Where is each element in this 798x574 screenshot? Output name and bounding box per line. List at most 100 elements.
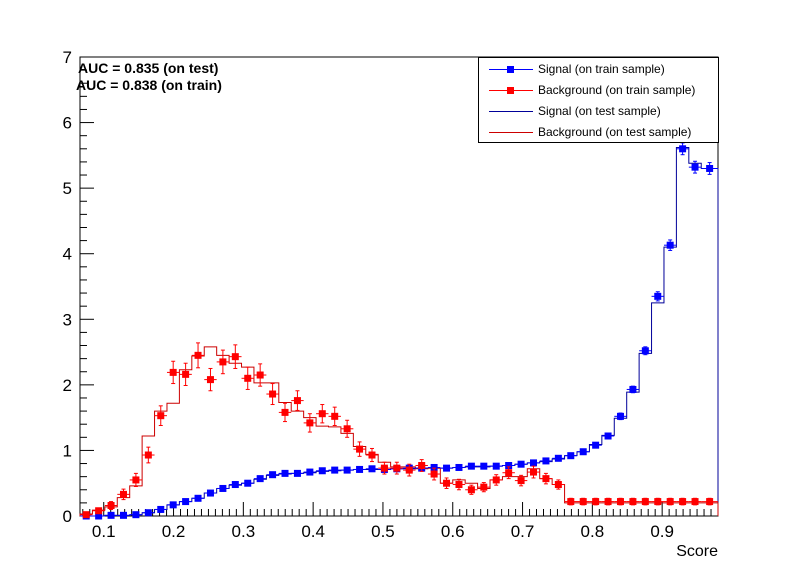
signal-train-point [492,462,500,470]
background-train-point [293,397,301,405]
signal-train-point [505,462,513,470]
background-train-point [231,353,239,361]
background-train-point [492,476,500,484]
y-tick-label: 6 [63,114,72,133]
y-tick-label: 7 [63,48,72,67]
background-train-point [679,498,687,506]
background-train-point [95,507,103,515]
legend-symbol-background-train [489,87,533,94]
background-train-point [691,498,699,506]
background-train-point [194,351,202,359]
x-tick-label: 0.8 [581,522,605,541]
background-train-point [554,481,562,489]
signal-train-point [554,454,562,462]
background-train-point [530,468,538,476]
signal-train-point [244,479,252,487]
legend-entry-background-train: Background (on train sample) [479,80,718,101]
x-axis-title: Score [676,543,718,560]
background-train-point [356,445,364,453]
background-train-point [430,470,438,478]
signal-train-point [641,347,649,355]
background-train-point [244,374,252,382]
y-tick-label: 1 [63,441,72,460]
legend-label-background-train: Background (on train sample) [538,83,696,97]
signal-train-point [281,469,289,477]
signal-train-point [169,501,177,509]
background-train-point [169,368,177,376]
x-tick-label: 0.9 [650,522,674,541]
x-tick-label: 0.7 [511,522,535,541]
signal-train-point [629,385,637,393]
background-train-point [306,419,314,427]
background-train-point [132,476,140,484]
x-tick-label: 0.5 [371,522,395,541]
signal-train-point [231,481,239,489]
signal-train-point [343,466,351,474]
signal-train-point [119,511,127,519]
signal-train-point [592,441,600,449]
y-tick-label: 2 [63,376,72,395]
background-train-point [641,498,649,506]
signal-train-point [219,484,227,492]
signal-train-point [579,448,587,456]
signal-train-point [157,505,165,513]
tick-labels: 0 1 2 3 4 5 6 7 0.1 0.2 0.3 0.4 0.5 0.6 0.7 0.8 0.9 [63,48,674,541]
signal-train-point [480,462,488,470]
background-train-point [567,498,575,506]
y-tick-label: 5 [63,179,72,198]
signal-train-point [144,509,152,517]
background-train-point [579,498,587,506]
background-train-point [455,481,463,489]
signal-train-point [331,466,339,474]
signal-train-point [443,464,451,472]
step-signal-on-test-sample [80,146,719,517]
background-train-point [144,451,152,459]
signal-train-point [182,498,190,506]
signal-train-point [467,462,475,470]
x-tick-label: 0.2 [162,522,186,541]
x-tick-label: 0.6 [441,522,465,541]
background-train-point [331,412,339,420]
background-train-point [393,464,401,472]
signal-train-point [666,241,674,249]
signal-train-point [318,467,326,475]
background-train-point [505,469,513,477]
signal-train-point [542,457,550,465]
signal-train-point [706,164,714,172]
background-train-point [256,371,264,379]
background-train-point [182,370,190,378]
background-train-point [343,425,351,433]
x-tick-label: 0.3 [232,522,256,541]
background-train-point [654,498,662,506]
background-train-point [467,486,475,494]
signal-train-point [256,475,264,483]
background-train-point [629,498,637,506]
background-train-point [82,511,90,519]
background-train-point [666,498,674,506]
background-train-point [281,408,289,416]
axis-ticks [80,56,719,517]
background-train-point [206,376,214,384]
x-tick-label: 0.1 [92,522,116,541]
train-markers [80,142,718,520]
legend: Signal (on train sample) Background (on … [478,57,719,143]
signal-train-point [604,432,612,440]
background-train-point [107,502,115,510]
signal-train-point [691,163,699,171]
background-train-point [418,462,426,470]
signal-train-point [107,511,115,519]
legend-symbol-background-test [489,132,533,133]
legend-label-background-test: Background (on test sample) [538,125,692,139]
background-train-point [616,498,624,506]
y-tick-label: 3 [63,310,72,329]
background-train-point [157,412,165,420]
background-train-point [368,451,376,459]
legend-symbol-signal-train [489,66,533,73]
signal-train-point [616,412,624,420]
signal-train-point [206,489,214,497]
y-tick-label: 4 [63,245,72,264]
signal-train-point [306,468,314,476]
auc-train-annotation: AUC = 0.838 (on train) [76,77,222,93]
background-train-point [542,475,550,483]
